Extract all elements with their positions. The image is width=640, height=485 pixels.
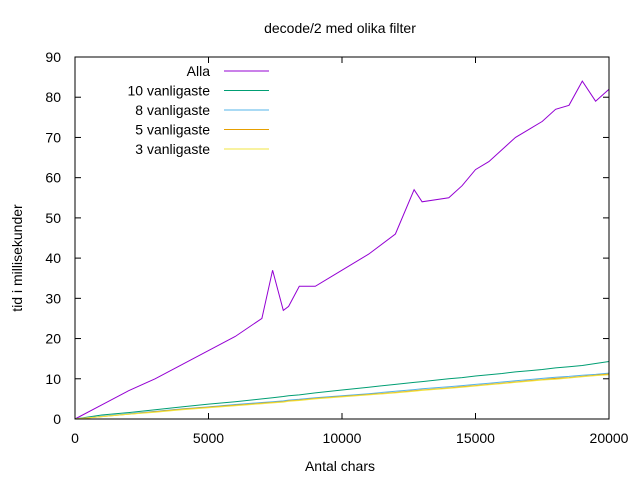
legend-label: 5 vanligaste (135, 122, 210, 138)
x-axis-label: Antal chars (305, 458, 375, 474)
plot-frame (74, 56, 610, 420)
y-tick-label: 50 (45, 210, 61, 226)
series-line-0 (74, 80, 610, 420)
y-tick-label: 70 (45, 129, 61, 145)
x-tick-label: 15000 (456, 430, 495, 446)
y-tick-label: 30 (45, 290, 61, 306)
y-tick-label: 10 (45, 371, 61, 387)
y-tick-label: 0 (53, 411, 61, 427)
legend-label: 8 vanligaste (135, 102, 210, 118)
series-layer (74, 80, 610, 420)
legend-label: Alla (187, 63, 211, 79)
x-tick-label: 10000 (323, 430, 362, 446)
x-tick-label: 5000 (193, 430, 224, 446)
y-tick-label: 60 (45, 170, 61, 186)
y-tick-label: 20 (45, 331, 61, 347)
x-tick-label: 0 (71, 430, 79, 446)
legend: Alla 10 vanligaste 8 vanligaste 5 vanligast… (127, 63, 269, 157)
legend-label: 3 vanligaste (135, 141, 210, 157)
series-line-1 (74, 361, 610, 420)
ticks-layer: 0 10 20 30 40 50 60 70 80 90 0 5000 10000 15000 20000 (45, 49, 628, 446)
x-tick-label: 20000 (590, 430, 629, 446)
series-line-4 (74, 374, 610, 420)
y-tick-label: 80 (45, 89, 61, 105)
y-axis-label: tid i millisekunder (9, 204, 25, 312)
y-tick-label: 40 (45, 250, 61, 266)
legend-label: 10 vanligaste (127, 83, 210, 99)
y-tick-label: 90 (45, 49, 61, 65)
chart-title: decode/2 med olika filter (264, 20, 416, 36)
